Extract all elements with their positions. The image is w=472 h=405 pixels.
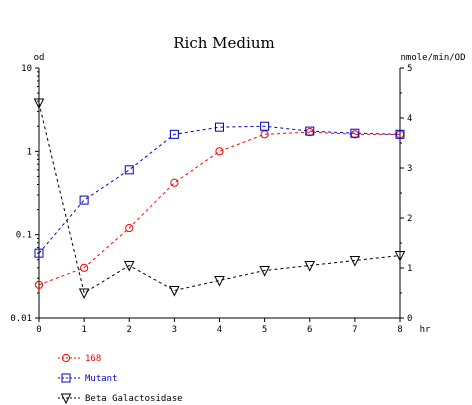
data-point [260,121,270,131]
right-axis-tick-label: 1 [407,264,412,274]
series-line [38,125,401,254]
series-line [38,131,400,286]
series-line [38,102,401,294]
x-axis-tick-label: 6 [307,325,312,335]
data-point [214,276,225,287]
x-axis-tick-label: 2 [127,325,132,335]
x-axis-tick-label: 1 [81,325,86,335]
data-point [125,223,134,233]
x-axis-tick-label: 7 [352,325,357,335]
data-point [169,129,179,139]
series-beta-galactosidase [33,98,406,300]
chart-title: Rich Medium [173,34,274,52]
legend-label: Beta Galactosidase [85,394,183,404]
series-mutant [34,121,405,258]
data-point [350,128,360,138]
right-axis-label: nmole/min/OD [400,53,465,63]
data-point [33,98,45,110]
data-point [394,251,406,262]
data-point [78,288,90,300]
chart-legend: 168 Mutant Beta Galactosidase [58,353,183,405]
right-axis-tick-label: 3 [407,164,412,174]
x-axis-tick-label: 3 [172,325,177,335]
data-point [349,256,361,267]
data-point [124,165,134,175]
x-axis-tick-label: 0 [36,325,41,335]
right-axis-tick-label: 2 [407,214,412,224]
x-axis-tick-label: 5 [262,325,267,335]
data-point [259,266,270,277]
left-axis-tick-label: 10 [21,64,32,74]
chart-series [33,98,406,300]
data-point [34,280,44,289]
left-axis-tick-label: 0.1 [16,231,32,241]
x-axis-label: hr [420,325,431,335]
data-point [395,129,405,139]
data-point [305,126,315,136]
legend-label: Mutant [85,374,118,384]
legend-marker [60,393,72,405]
right-axis-tick-label: 0 [407,314,412,324]
data-point [80,263,89,272]
right-axis-tick-label: 5 [407,64,412,74]
data-point [79,195,89,205]
data-point [34,248,44,258]
data-point [169,286,180,297]
legend-marker [61,353,71,363]
data-point [304,261,316,272]
legend-marker [61,373,71,383]
data-point [170,178,179,187]
x-axis-tick-label: 4 [217,325,222,335]
data-point [215,147,224,156]
data-point [215,122,224,132]
left-axis-tick-label: 0.01 [10,314,32,324]
left-axis-tick-label: 1 [27,147,32,157]
x-axis-tick-label: 8 [397,325,402,335]
legend-label: 168 [85,354,101,364]
right-axis-tick-label: 4 [407,114,412,124]
left-axis-label: od [34,53,45,63]
data-point [123,261,135,272]
series-168 [34,128,405,289]
